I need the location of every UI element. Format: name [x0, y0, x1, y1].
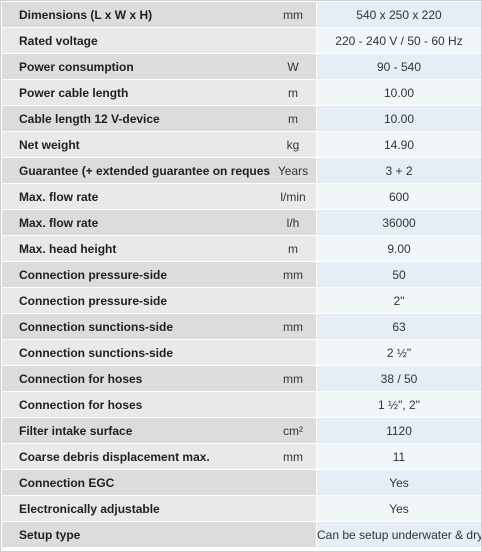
table-row: Coarse debris displacement max. mm 11: [2, 443, 481, 470]
spec-label: Guarantee (+ extended guarantee on reque…: [2, 157, 270, 184]
spec-label: Cable length 12 V-device: [2, 105, 270, 132]
spec-value: 90 - 540: [316, 53, 481, 80]
table-row: Connection EGC Yes: [2, 469, 481, 496]
spec-unit: m: [270, 79, 317, 106]
spec-unit: mm: [270, 365, 317, 392]
table-row: Filter intake surface cm² 1120: [2, 417, 481, 444]
spec-value: 63: [316, 313, 481, 340]
spec-label: Filter intake surface: [2, 417, 270, 444]
table-row: Power consumption W 90 - 540: [2, 53, 481, 80]
spec-label: Connection pressure-side: [2, 261, 270, 288]
spec-label: Connection sunctions-side: [2, 313, 270, 340]
spec-value: Yes: [316, 495, 481, 522]
table-row: Net weight kg 14.90: [2, 131, 481, 158]
spec-value: 3 + 2: [316, 157, 481, 184]
spec-unit: W: [270, 53, 317, 80]
spec-unit: m: [270, 235, 317, 262]
spec-unit: kg: [270, 131, 317, 158]
table-row: Setup type Can be setup underwater & dry: [2, 521, 481, 548]
table-row: Rated voltage 220 - 240 V / 50 - 60 Hz: [2, 27, 481, 54]
spec-value: 50: [316, 261, 481, 288]
spec-value: 36000: [316, 209, 481, 236]
spec-value: 9.00: [316, 235, 481, 262]
spec-unit: cm²: [270, 417, 317, 444]
spec-label: Max. flow rate: [2, 209, 270, 236]
table-row: Connection for hoses mm 38 / 50: [2, 365, 481, 392]
spec-label: Connection pressure-side: [2, 287, 270, 314]
spec-value: 10.00: [316, 105, 481, 132]
spec-unit: [270, 469, 317, 496]
spec-value: 14.90: [316, 131, 481, 158]
table-row: Connection pressure-side 2": [2, 287, 481, 314]
table-row: Electronically adjustable Yes: [2, 495, 481, 522]
spec-value: 2 ½": [316, 339, 481, 366]
spec-value: 600: [316, 183, 481, 210]
spec-unit: [270, 287, 317, 314]
spec-unit: Years: [270, 157, 317, 184]
spec-label: Power cable length: [2, 79, 270, 106]
table-row: Cable length 12 V-device m 10.00: [2, 105, 481, 132]
spec-label: Connection for hoses: [2, 391, 270, 418]
table-row: Dimensions (L x W x H) mm 540 x 250 x 220: [2, 2, 481, 28]
table-row: Connection sunctions-side 2 ½": [2, 339, 481, 366]
spec-label: Rated voltage: [2, 27, 270, 54]
spec-value: 38 / 50: [316, 365, 481, 392]
spec-unit: [270, 521, 317, 548]
spec-label: Dimensions (L x W x H): [2, 2, 270, 28]
spec-unit: mm: [270, 443, 317, 470]
table-row: Power cable length m 10.00: [2, 79, 481, 106]
spec-unit: l/min: [270, 183, 317, 210]
spec-value: Yes: [316, 469, 481, 496]
spec-value: 2": [316, 287, 481, 314]
table-row: Connection pressure-side mm 50: [2, 261, 481, 288]
spec-label: Connection for hoses: [2, 365, 270, 392]
spec-label: Max. flow rate: [2, 183, 270, 210]
table-row: Connection for hoses 1 ½", 2": [2, 391, 481, 418]
spec-label: Setup type: [2, 521, 270, 548]
spec-unit: mm: [270, 2, 317, 28]
spec-value: 10.00: [316, 79, 481, 106]
spec-label: Connection sunctions-side: [2, 339, 270, 366]
table-row: Max. flow rate l/min 600: [2, 183, 481, 210]
spec-value: 220 - 240 V / 50 - 60 Hz: [316, 27, 481, 54]
table-row: Connection sunctions-side mm 63: [2, 313, 481, 340]
spec-unit: l/h: [270, 209, 317, 236]
spec-unit: [270, 391, 317, 418]
spec-label: Coarse debris displacement max.: [2, 443, 270, 470]
table-row: Guarantee (+ extended guarantee on reque…: [2, 157, 481, 184]
spec-value: 540 x 250 x 220: [316, 2, 481, 28]
spec-value: 1120: [316, 417, 481, 444]
table-row: Max. head height m 9.00: [2, 235, 481, 262]
spec-unit: m: [270, 105, 317, 132]
table-row: Max. flow rate l/h 36000: [2, 209, 481, 236]
spec-value: Can be setup underwater & dry: [316, 521, 481, 548]
spec-unit: [270, 27, 317, 54]
spec-label: Net weight: [2, 131, 270, 158]
spec-unit: mm: [270, 261, 317, 288]
spec-label: Max. head height: [2, 235, 270, 262]
spec-value: 11: [316, 443, 481, 470]
spec-unit: mm: [270, 313, 317, 340]
spec-label: Electronically adjustable: [2, 495, 270, 522]
spec-label: Power consumption: [2, 53, 270, 80]
spec-unit: [270, 339, 317, 366]
spec-value: 1 ½", 2": [316, 391, 481, 418]
spec-unit: [270, 495, 317, 522]
spec-label: Connection EGC: [2, 469, 270, 496]
